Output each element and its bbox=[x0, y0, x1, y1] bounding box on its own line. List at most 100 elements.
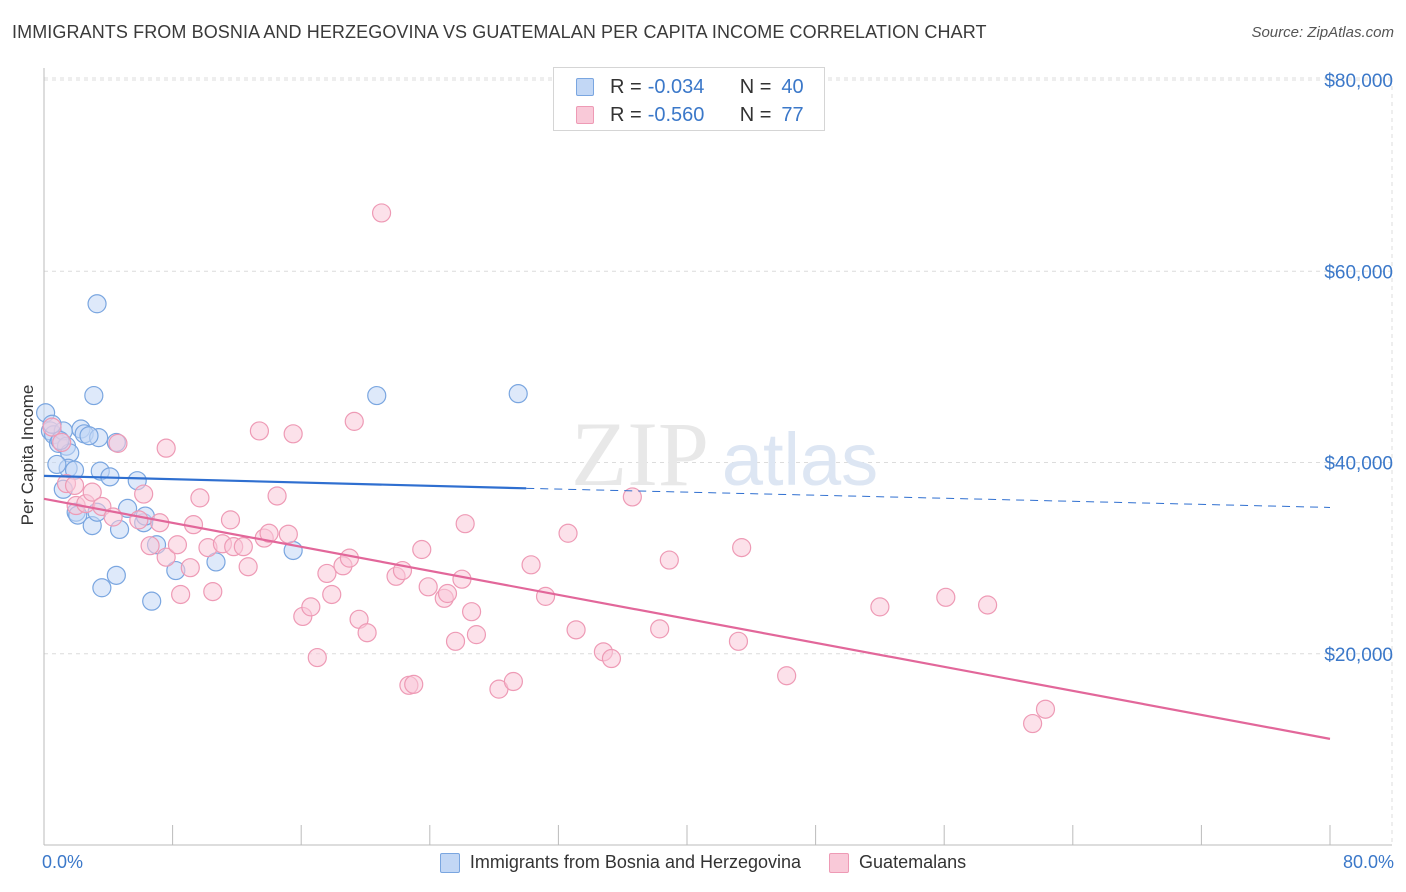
point-guatemalan bbox=[455, 514, 475, 534]
point-bosnia bbox=[79, 426, 99, 446]
trend-bosnia-solid bbox=[43, 474, 527, 490]
legend-r-value: -0.034 bbox=[647, 75, 705, 98]
x-tick-min: 0.0% bbox=[42, 852, 84, 872]
axes bbox=[43, 68, 1392, 846]
point-guatemalan bbox=[357, 623, 377, 643]
point-guatemalan bbox=[445, 631, 466, 651]
point-guatemalan bbox=[283, 424, 303, 444]
point-guatemalan bbox=[322, 584, 342, 605]
point-bosnia bbox=[206, 552, 226, 572]
point-bosnia bbox=[47, 454, 67, 475]
point-bosnia bbox=[87, 294, 107, 314]
point-guatemalan bbox=[601, 648, 622, 669]
trend-lines bbox=[43, 474, 1331, 740]
point-guatemalan bbox=[190, 488, 210, 508]
watermark-zip: ZIP bbox=[571, 403, 709, 505]
point-guatemalan bbox=[180, 558, 200, 578]
y-tick-label: $80,000 bbox=[1324, 71, 1393, 92]
legend-series: Immigrants from Bosnia and Herzegovina G… bbox=[0, 852, 1406, 873]
point-guatemalan bbox=[418, 577, 438, 597]
point-bosnia bbox=[142, 591, 162, 611]
y-tick-label: $60,000 bbox=[1324, 262, 1393, 283]
point-guatemalan bbox=[659, 550, 679, 570]
legend-r-value: -0.560 bbox=[647, 103, 705, 126]
legend-swatch-pink bbox=[829, 852, 850, 873]
point-guatemalan bbox=[344, 411, 364, 431]
source-label: Source: ZipAtlas.com bbox=[1251, 24, 1394, 41]
point-bosnia bbox=[508, 384, 528, 404]
legend-label-bosnia: Immigrants from Bosnia and Herzegovina bbox=[469, 852, 802, 872]
legend-item-bosnia[interactable]: Immigrants from Bosnia and Herzegovina bbox=[439, 852, 802, 873]
point-guatemalan bbox=[134, 484, 154, 504]
legend-n-value: 77 bbox=[781, 103, 804, 126]
trend-bosnia-dashed bbox=[526, 487, 1331, 508]
point-guatemalan bbox=[622, 487, 642, 507]
point-guatemalan bbox=[412, 539, 432, 560]
point-guatemalan bbox=[278, 524, 298, 544]
legend-swatch-blue bbox=[576, 78, 594, 96]
point-guatemalan bbox=[129, 510, 149, 530]
point-guatemalan bbox=[171, 584, 191, 605]
point-guatemalan bbox=[233, 537, 253, 557]
point-guatemalan bbox=[732, 538, 752, 558]
point-guatemalan bbox=[936, 587, 956, 607]
watermark-atlas: atlas bbox=[722, 418, 878, 501]
point-bosnia bbox=[106, 565, 126, 585]
point-guatemalan bbox=[466, 625, 487, 645]
point-guatemalan bbox=[978, 595, 998, 615]
point-guatemalan bbox=[521, 555, 541, 575]
point-guatemalan bbox=[52, 432, 72, 453]
point-guatemalan bbox=[1023, 713, 1043, 734]
legend-label-guatemalan: Guatemalans bbox=[859, 852, 967, 872]
legend-swatch-pink bbox=[576, 106, 594, 124]
series-bosnia-points bbox=[36, 294, 528, 611]
legend-swatch-blue bbox=[439, 852, 460, 873]
point-guatemalan bbox=[535, 586, 556, 606]
point-guatemalan bbox=[1035, 699, 1056, 719]
legend-stats: R = -0.034 N = 40 R = -0.560 N = 77 bbox=[553, 67, 825, 131]
legend-n-value: 40 bbox=[781, 75, 804, 98]
point-guatemalan bbox=[437, 583, 458, 604]
point-guatemalan bbox=[167, 535, 188, 555]
trend-guatemalan bbox=[43, 497, 1331, 740]
point-guatemalan bbox=[777, 666, 797, 686]
point-guatemalan bbox=[249, 421, 270, 441]
point-guatemalan bbox=[64, 475, 85, 496]
legend-row-guatemalan: R = -0.560 N = 77 bbox=[576, 102, 804, 128]
point-guatemalan bbox=[108, 433, 128, 453]
point-bosnia bbox=[92, 578, 112, 598]
point-guatemalan bbox=[220, 510, 241, 530]
point-guatemalan bbox=[150, 513, 170, 533]
y-tick-label: $20,000 bbox=[1324, 645, 1393, 666]
point-guatemalan bbox=[404, 674, 424, 694]
point-bosnia bbox=[84, 385, 104, 406]
point-guatemalan bbox=[156, 438, 176, 458]
x-tick-max: 80.0% bbox=[1342, 852, 1394, 872]
watermark: ZIP atlas bbox=[571, 403, 878, 505]
point-guatemalan bbox=[140, 536, 160, 556]
point-guatemalan bbox=[42, 417, 62, 437]
legend-n-label: N = bbox=[739, 75, 772, 98]
legend-r-label: R = bbox=[610, 103, 642, 126]
point-guatemalan bbox=[566, 620, 586, 640]
point-guatemalan bbox=[317, 563, 337, 584]
point-guatemalan bbox=[371, 203, 392, 223]
y-tick-labels: $20,000 $40,000 $60,000 $80,000 bbox=[1324, 71, 1393, 666]
legend-item-guatemalan[interactable]: Guatemalans bbox=[829, 852, 966, 873]
point-guatemalan bbox=[503, 671, 523, 692]
point-guatemalan bbox=[267, 486, 287, 506]
point-guatemalan bbox=[301, 597, 321, 617]
point-guatemalan bbox=[461, 602, 482, 622]
point-guatemalan bbox=[259, 523, 279, 543]
chart-title: IMMIGRANTS FROM BOSNIA AND HERZEGOVINA V… bbox=[12, 22, 987, 42]
point-guatemalan bbox=[203, 581, 223, 602]
legend-row-bosnia: R = -0.034 N = 40 bbox=[576, 74, 804, 100]
grid-lines bbox=[44, 77, 1393, 845]
point-guatemalan bbox=[558, 523, 578, 543]
point-guatemalan bbox=[452, 569, 472, 589]
point-guatemalan bbox=[650, 619, 670, 639]
point-guatemalan bbox=[238, 557, 258, 577]
point-guatemalan bbox=[82, 482, 102, 502]
legend-n-label: N = bbox=[739, 103, 772, 126]
